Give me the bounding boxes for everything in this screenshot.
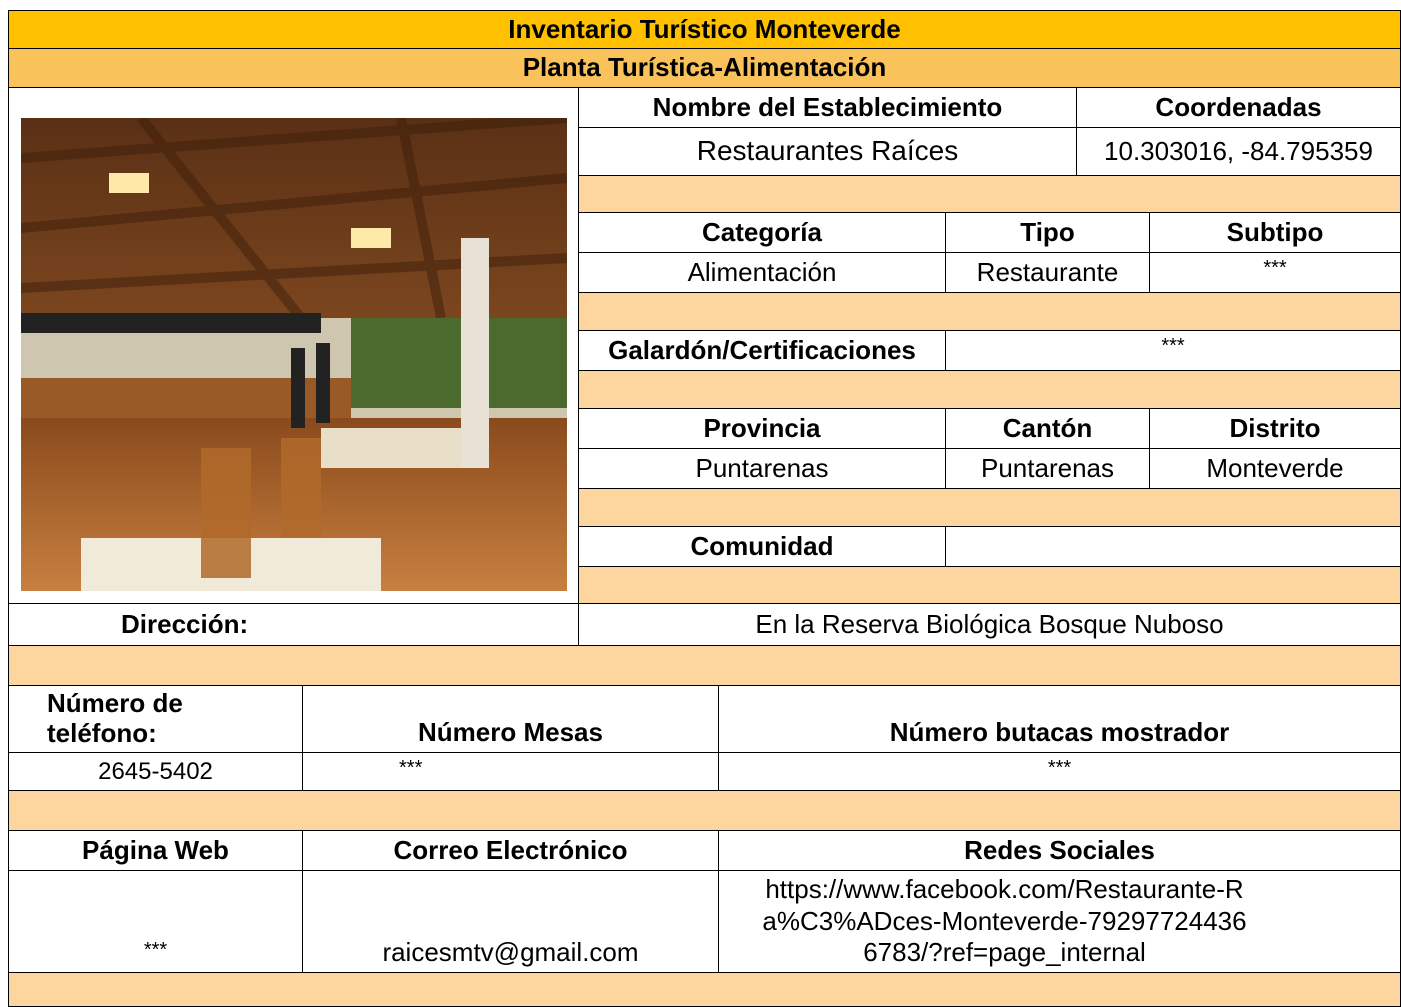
subtype-label: Subtipo	[1149, 212, 1401, 253]
category-label: Categoría	[578, 212, 946, 253]
type-value: Restaurante	[945, 252, 1150, 293]
award-label: Galardón/Certificaciones	[578, 330, 946, 371]
restaurant-photo	[21, 118, 567, 591]
award-value: ***	[945, 330, 1401, 371]
photo-cell	[8, 87, 579, 604]
category-value: Alimentación	[578, 252, 946, 293]
province-value: Puntarenas	[578, 448, 946, 489]
spacer	[578, 292, 1401, 331]
phone-value: 2645-5402	[8, 752, 303, 791]
canton-label: Cantón	[945, 408, 1150, 449]
community-label: Comunidad	[578, 526, 946, 567]
spacer	[8, 972, 1401, 1007]
name-value: Restaurantes Raíces	[578, 127, 1077, 176]
subtitle: Planta Turística-Alimentación	[8, 48, 1401, 88]
spacer	[578, 175, 1401, 213]
tables-value: ***	[302, 752, 719, 791]
coordinates-value: 10.303016, -84.795359	[1076, 127, 1401, 176]
counter-seats-label: Número butacas mostrador	[718, 685, 1401, 753]
email-value: raicesmtv@gmail.com	[302, 870, 719, 973]
province-label: Provincia	[578, 408, 946, 449]
tables-label: Número Mesas	[302, 685, 719, 753]
counter-seats-value: ***	[718, 752, 1401, 791]
spacer	[8, 790, 1401, 831]
canton-value: Puntarenas	[945, 448, 1150, 489]
type-label: Tipo	[945, 212, 1150, 253]
district-label: Distrito	[1149, 408, 1401, 449]
spacer	[8, 645, 1401, 686]
name-label: Nombre del Establecimiento	[578, 87, 1077, 128]
address-label: Dirección:	[8, 603, 579, 646]
phone-label-text: Número de teléfono:	[47, 688, 183, 748]
web-label: Página Web	[8, 830, 303, 871]
title: Inventario Turístico Monteverde	[8, 10, 1401, 49]
social-label: Redes Sociales	[718, 830, 1401, 871]
spacer	[578, 566, 1401, 604]
address-value: En la Reserva Biológica Bosque Nuboso	[578, 603, 1401, 646]
community-value	[945, 526, 1401, 567]
phone-label: Número de teléfono:	[8, 685, 303, 753]
subtype-value: ***	[1149, 252, 1401, 293]
email-label: Correo Electrónico	[302, 830, 719, 871]
spacer	[578, 370, 1401, 409]
social-value: https://www.facebook.com/Restaurante-Ra%…	[718, 870, 1401, 973]
district-value: Monteverde	[1149, 448, 1401, 489]
coordinates-label: Coordenadas	[1076, 87, 1401, 128]
web-value: ***	[8, 870, 303, 973]
spacer	[578, 488, 1401, 527]
